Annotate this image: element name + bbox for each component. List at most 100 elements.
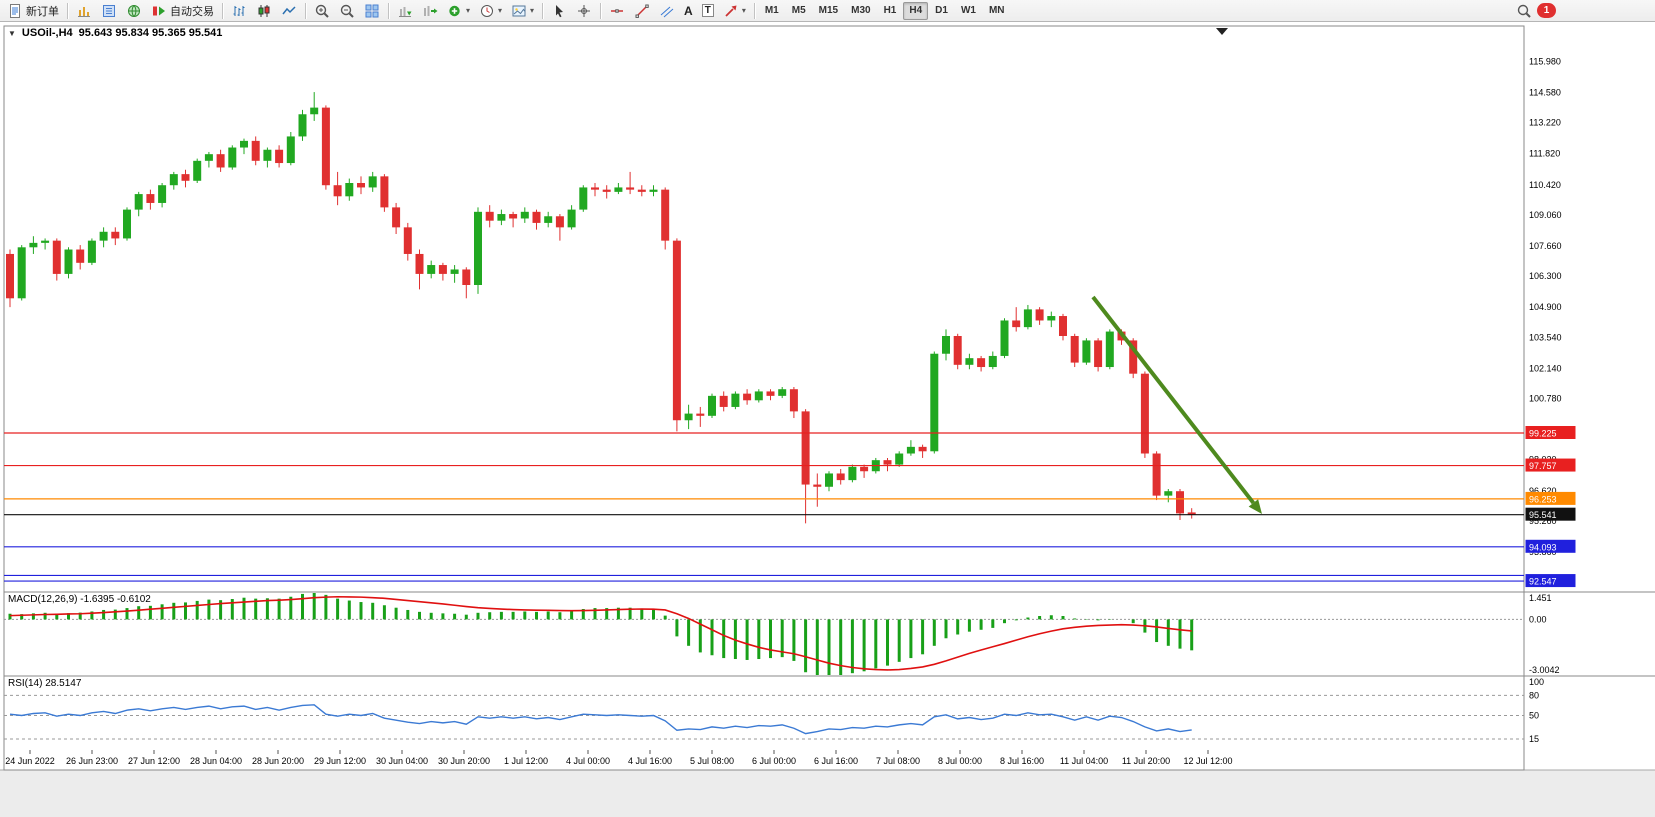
notification-badge[interactable]: 1 (1537, 3, 1556, 18)
svg-text:114.580: 114.580 (1529, 88, 1561, 98)
svg-text:24 Jun 2022: 24 Jun 2022 (5, 756, 55, 766)
price-chart-canvas[interactable]: 115.980 114.580 113.220 111.820 110.420 109.0… (0, 22, 1655, 817)
chart-shift-icon (424, 5, 438, 16)
market-watch-button[interactable] (72, 0, 96, 21)
svg-text:15: 15 (1529, 734, 1539, 744)
svg-text:106.300: 106.300 (1529, 271, 1562, 281)
svg-text:29 Jun 12:00: 29 Jun 12:00 (314, 756, 366, 766)
search-icon (1517, 4, 1531, 18)
line-chart-icon (282, 5, 296, 14)
timeframe-button-m30[interactable]: M30 (851, 4, 871, 16)
dropdown-caret-icon: ▾ (498, 5, 503, 15)
indicators-button[interactable]: ▾ (443, 0, 474, 21)
time-axis[interactable]: 24 Jun 2022 26 Jun 23:00 27 Jun 12:00 28 Ju… (5, 750, 1233, 766)
trendline-icon (635, 4, 649, 18)
chart-ohlc-values: 95.643 95.834 95.365 95.541 (78, 27, 223, 39)
chart-window: 115.980 114.580 113.220 111.820 110.420 109.0… (0, 22, 1655, 817)
clock-icon (481, 4, 494, 17)
chart-shift-marker[interactable] (1216, 28, 1228, 35)
template-image-icon (512, 5, 526, 16)
svg-text:1.451: 1.451 (1529, 593, 1552, 603)
svg-text:115.980: 115.980 (1529, 56, 1561, 66)
bar-chart-icon (233, 5, 245, 16)
templates-button[interactable]: ▾ (507, 0, 538, 21)
zoom-out-icon (340, 4, 354, 18)
timeframe-button-m15[interactable]: M15 (818, 4, 839, 16)
separator (388, 2, 389, 19)
new-order-label: 新订单 (26, 5, 59, 18)
candlestick-chart-button[interactable] (252, 0, 276, 21)
zoom-in-button[interactable] (310, 0, 334, 21)
timeframe-button-h4[interactable]: H4 (903, 1, 929, 20)
svg-text:109.060: 109.060 (1529, 210, 1562, 220)
new-order-button[interactable]: 新订单 (3, 0, 63, 21)
svg-text:110.420: 110.420 (1529, 180, 1561, 190)
trendline-tool-button[interactable] (630, 0, 654, 21)
separator (542, 2, 544, 19)
candles-layer (6, 92, 1196, 524)
crosshair-tool-button[interactable] (572, 0, 596, 21)
timeframe-button-m1[interactable]: M1 (764, 4, 779, 16)
auto-scroll-button[interactable] (393, 0, 417, 21)
bar-chart-button[interactable] (227, 0, 251, 21)
svg-text:-3.0042: -3.0042 (1529, 665, 1560, 675)
hlines-layer[interactable] (4, 432, 1524, 582)
svg-text:104.900: 104.900 (1529, 302, 1562, 312)
svg-text:28 Jun 04:00: 28 Jun 04:00 (190, 756, 242, 766)
separator (67, 2, 68, 19)
svg-text:12 Jul 12:00: 12 Jul 12:00 (1183, 756, 1232, 766)
arrow-object-icon (725, 5, 737, 17)
timeframe-button-w1[interactable]: W1 (960, 4, 976, 16)
autotrading-label: 自动交易 (170, 5, 214, 18)
rsi-line (9, 704, 1192, 735)
horizontal-line-tool-button[interactable] (605, 0, 629, 21)
periods-button[interactable]: ▾ (475, 0, 506, 21)
label-tool-button[interactable]: T (698, 0, 718, 21)
terminal-globe-icon (128, 4, 140, 17)
svg-text:6 Jul 00:00: 6 Jul 00:00 (752, 756, 796, 766)
equidistant-channel-tool-button[interactable] (655, 0, 679, 21)
price-badge (1525, 507, 1576, 521)
svg-text:99.225: 99.225 (1529, 429, 1557, 439)
crosshair-icon (578, 4, 591, 17)
cursor-tool-button[interactable] (547, 0, 571, 21)
auto-scroll-icon (399, 6, 412, 17)
svg-text:26 Jun 23:00: 26 Jun 23:00 (66, 756, 118, 766)
macd-histogram-layer (8, 593, 1194, 675)
navigator-icon (103, 4, 115, 17)
svg-text:11 Jul 04:00: 11 Jul 04:00 (1060, 756, 1108, 766)
terminal-button[interactable] (122, 0, 146, 21)
tile-windows-button[interactable] (360, 0, 384, 21)
timeframe-button-mn[interactable]: MN (988, 4, 1005, 16)
line-chart-button[interactable] (277, 0, 301, 21)
tile-windows-icon (365, 4, 379, 17)
price-badge (1525, 458, 1576, 472)
svg-text:5 Jul 08:00: 5 Jul 08:00 (690, 756, 734, 766)
svg-text:6 Jul 16:00: 6 Jul 16:00 (814, 756, 858, 766)
svg-text:107.660: 107.660 (1529, 241, 1562, 251)
svg-text:97.757: 97.757 (1529, 461, 1557, 471)
svg-text:100.780: 100.780 (1529, 394, 1562, 404)
trend-arrow[interactable] (1091, 295, 1262, 514)
arrows-tool-button[interactable]: ▾ (719, 0, 750, 21)
macd-label: MACD(12,26,9) -1.6395 -0.6102 (8, 594, 151, 605)
timeframe-button-m5[interactable]: M5 (791, 4, 806, 16)
dropdown-caret-icon: ▾ (466, 5, 471, 15)
chart-shift-button[interactable] (418, 0, 442, 21)
autotrading-button[interactable]: 自动交易 (147, 0, 218, 21)
timeframe-button-d1[interactable]: D1 (935, 4, 948, 16)
chart-header: ▼ USOil-,H4 95.643 95.834 95.365 95.541 (8, 27, 222, 39)
new-order-doc-icon (10, 3, 20, 18)
svg-text:113.220: 113.220 (1529, 118, 1561, 128)
navigator-button[interactable] (97, 0, 121, 21)
svg-text:4 Jul 16:00: 4 Jul 16:00 (628, 756, 672, 766)
timeframe-button-h1[interactable]: H1 (883, 4, 897, 16)
text-tool-button[interactable]: A (680, 0, 697, 21)
search-button[interactable] (1512, 0, 1536, 21)
autotrading-icon (153, 6, 165, 15)
svg-text:111.820: 111.820 (1529, 149, 1560, 159)
one-click-trading-arrow-icon[interactable]: ▼ (8, 28, 16, 38)
separator (222, 2, 223, 19)
price-badge (1525, 574, 1576, 588)
zoom-out-button[interactable] (335, 0, 359, 21)
